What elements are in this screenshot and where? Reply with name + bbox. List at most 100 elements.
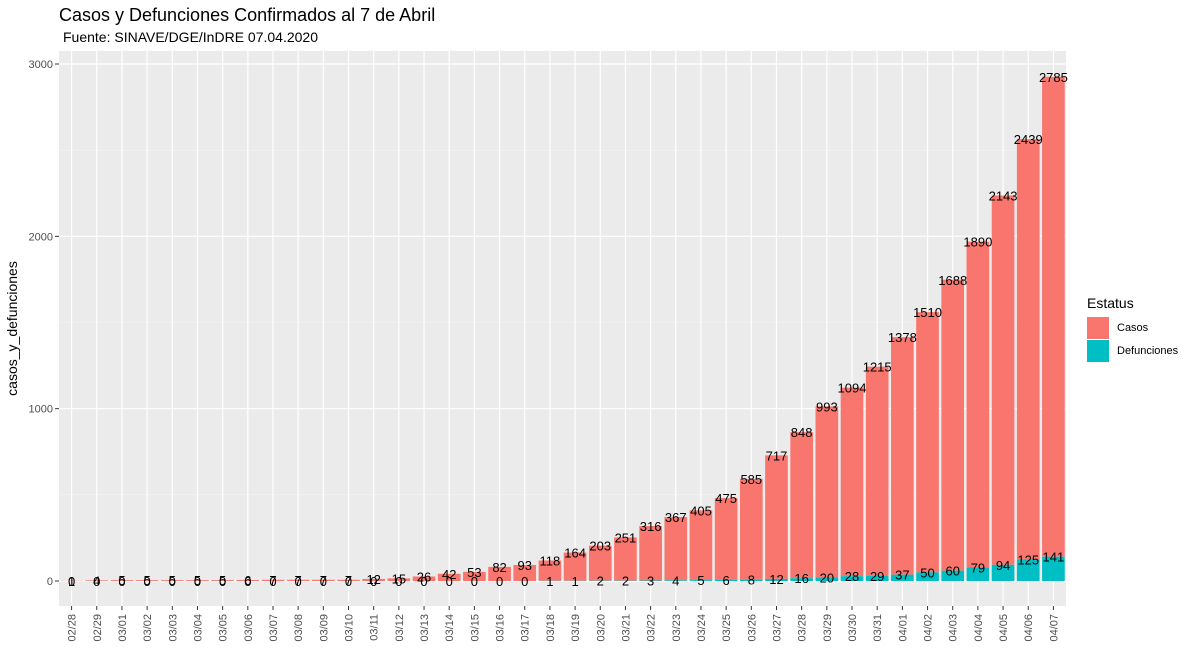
data-label-defunciones: 0 xyxy=(93,574,100,589)
data-label-casos: 367 xyxy=(665,510,687,525)
bar-casos xyxy=(261,579,285,581)
y-axis-title: casos_y_defunciones xyxy=(4,261,20,396)
bar-casos xyxy=(312,579,335,581)
data-label-defunciones: 0 xyxy=(370,574,377,589)
data-label-casos: 5 xyxy=(219,573,226,588)
bar-casos xyxy=(739,478,763,580)
bar-casos xyxy=(186,580,209,581)
x-tick-label: 03/23 xyxy=(671,614,683,642)
data-label-casos: 2439 xyxy=(1014,132,1043,147)
x-tick-label: 03/21 xyxy=(620,614,632,642)
data-label-casos: 82 xyxy=(492,560,506,575)
data-label-defunciones: 1 xyxy=(571,574,578,589)
x-tick-label: 04/01 xyxy=(897,614,909,642)
x-tick-label: 03/05 xyxy=(218,614,230,642)
x-tick-label: 04/07 xyxy=(1048,614,1060,642)
x-tick-label: 03/31 xyxy=(872,614,884,642)
legend-swatch-defunciones xyxy=(1087,340,1109,362)
data-label-defunciones: 0 xyxy=(244,574,251,589)
data-label-defunciones: 2 xyxy=(597,574,604,589)
bar-casos xyxy=(387,578,411,581)
x-tick-label: 03/12 xyxy=(394,614,406,642)
data-label-casos: 5 xyxy=(194,573,201,588)
bar-defunciones xyxy=(941,570,965,581)
data-label-defunciones: 0 xyxy=(345,574,352,589)
data-label-casos: 316 xyxy=(640,519,662,534)
bar-casos xyxy=(815,406,839,578)
data-label-defunciones: 16 xyxy=(794,571,808,586)
bar-defunciones xyxy=(916,572,939,581)
legend-label-casos: Casos xyxy=(1117,322,1149,334)
x-tick-label: 03/03 xyxy=(167,614,179,642)
bar-casos xyxy=(463,571,486,581)
bar-defunciones xyxy=(1042,556,1065,581)
bar-casos xyxy=(538,560,562,581)
x-tick-label: 03/16 xyxy=(495,614,507,642)
data-label-defunciones: 5 xyxy=(697,573,704,588)
x-tick-label: 04/06 xyxy=(1023,614,1035,642)
bar-casos xyxy=(563,552,587,581)
plot-panel xyxy=(59,51,1066,606)
data-label-defunciones: 29 xyxy=(870,569,884,584)
bar-casos xyxy=(714,498,738,580)
data-label-defunciones: 0 xyxy=(219,574,226,589)
bar-defunciones xyxy=(689,580,713,581)
legend-item-casos: Casos xyxy=(1087,317,1148,339)
bar-casos xyxy=(966,241,990,568)
bar-casos xyxy=(891,337,914,575)
data-label-casos: 203 xyxy=(589,539,611,554)
data-label-casos: 5 xyxy=(169,573,176,588)
x-tick-label: 03/24 xyxy=(696,614,708,642)
data-label-defunciones: 0 xyxy=(320,574,327,589)
data-label-casos: 15 xyxy=(392,571,406,586)
data-label-defunciones: 141 xyxy=(1043,550,1065,565)
y-tick-label: 1000 xyxy=(29,404,53,416)
bar-casos xyxy=(362,578,386,581)
data-label-casos: 2785 xyxy=(1039,70,1068,85)
data-label-casos: 848 xyxy=(791,425,813,440)
bar-defunciones xyxy=(815,577,839,581)
data-label-casos: 4 xyxy=(93,573,100,588)
data-label-defunciones: 79 xyxy=(971,560,985,575)
x-tick-label: 03/06 xyxy=(243,614,255,642)
x-tick-label: 03/25 xyxy=(721,614,733,642)
data-label-casos: 42 xyxy=(442,567,456,582)
data-label-casos: 7 xyxy=(295,573,302,588)
legend-item-defunciones: Defunciones xyxy=(1087,340,1178,362)
bar-casos xyxy=(588,545,612,581)
data-label-defunciones: 20 xyxy=(820,571,834,586)
bar-casos xyxy=(135,580,159,581)
x-tick-label: 04/04 xyxy=(973,614,985,642)
bar-defunciones xyxy=(891,574,914,581)
bar-casos xyxy=(85,580,109,581)
x-tick-label: 03/20 xyxy=(595,614,607,642)
legend-label-defunciones: Defunciones xyxy=(1117,345,1179,357)
bar-casos xyxy=(991,195,1015,565)
data-label-casos: 993 xyxy=(816,399,838,414)
y-tick-label: 3000 xyxy=(29,59,53,71)
x-tick-label: 03/10 xyxy=(344,614,356,642)
x-tick-label: 03/17 xyxy=(520,614,532,642)
x-tick-label: 03/28 xyxy=(797,614,809,642)
x-tick-label: 03/19 xyxy=(570,614,582,642)
data-label-casos: 26 xyxy=(417,570,431,585)
data-label-defunciones: 37 xyxy=(895,568,909,583)
data-label-defunciones: 0 xyxy=(194,574,201,589)
data-label-defunciones: 0 xyxy=(395,574,402,589)
data-label-casos: 251 xyxy=(615,530,637,545)
x-tick-label: 02/28 xyxy=(67,614,79,642)
data-label-casos: 6 xyxy=(244,573,251,588)
x-tick-label: 04/02 xyxy=(923,614,935,642)
data-label-defunciones: 60 xyxy=(945,564,959,579)
bar-casos xyxy=(865,366,889,577)
data-label-casos: 12 xyxy=(366,572,380,587)
bar-defunciones xyxy=(840,576,864,581)
data-label-defunciones: 8 xyxy=(748,573,755,588)
x-tick-label: 03/18 xyxy=(545,614,557,642)
bar-casos xyxy=(840,387,864,577)
data-label-defunciones: 12 xyxy=(769,572,783,587)
data-label-casos: 118 xyxy=(540,553,561,568)
data-label-defunciones: 28 xyxy=(845,569,859,584)
data-label-casos: 1688 xyxy=(938,273,967,288)
